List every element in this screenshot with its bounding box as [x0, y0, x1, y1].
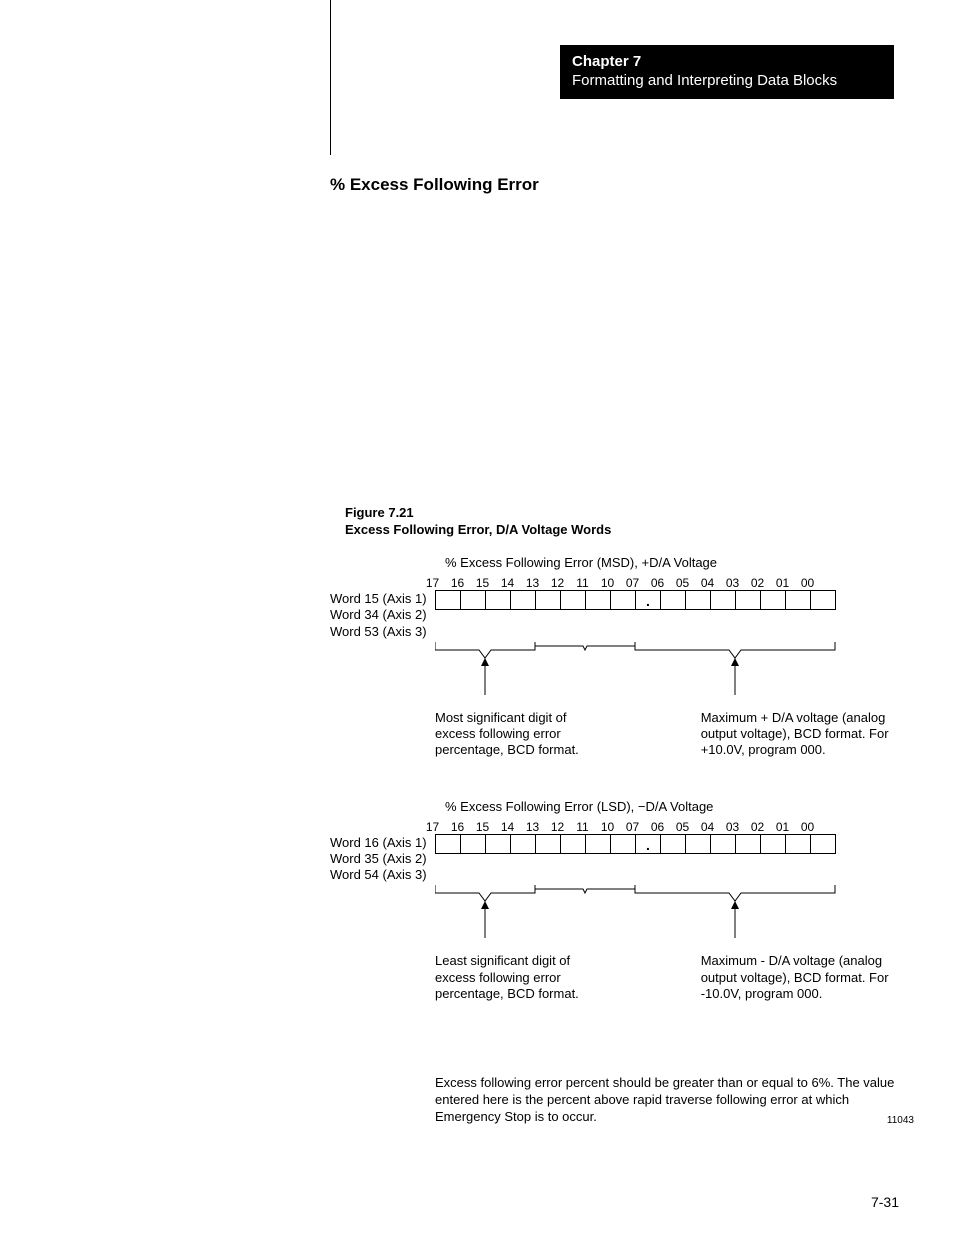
row2-title: % Excess Following Error (LSD), −D/A Vol…: [445, 799, 900, 814]
chapter-subtitle: Formatting and Interpreting Data Blocks: [572, 72, 882, 89]
note-block-2: Least significant digit of excess follow…: [435, 953, 900, 1002]
note1-left: Most significant digit of excess followi…: [435, 710, 606, 759]
word-labels-1: Word 15 (Axis 1) Word 34 (Axis 2) Word 5…: [330, 590, 435, 640]
doc-number: 11043: [887, 1115, 914, 1126]
figure-number: Figure 7.21: [345, 505, 611, 522]
figure-area: % Excess Following Error (MSD), +D/A Vol…: [330, 555, 900, 1002]
bit-labels-2: 17161514131211100706050403020100: [420, 820, 900, 834]
bit-boxes-2: .: [435, 834, 836, 854]
vertical-divider: [330, 0, 331, 155]
note2-left: Least significant digit of excess follow…: [435, 953, 606, 1002]
brace-svg-2: [435, 883, 845, 953]
word-labels-2: Word 16 (Axis 1) Word 35 (Axis 2) Word 5…: [330, 834, 435, 884]
bit-labels-1: 17161514131211100706050403020100: [420, 576, 900, 590]
bit-boxes-1: .: [435, 590, 836, 610]
page-number: 7-31: [871, 1194, 899, 1210]
bit-row-1: Word 15 (Axis 1) Word 34 (Axis 2) Word 5…: [330, 590, 900, 640]
chapter-header: Chapter 7 Formatting and Interpreting Da…: [560, 45, 894, 99]
note2-right: Maximum - D/A voltage (analog output vol…: [701, 953, 900, 1002]
note-block-1: Most significant digit of excess followi…: [435, 710, 900, 759]
bit-row-2: Word 16 (Axis 1) Word 35 (Axis 2) Word 5…: [330, 834, 900, 884]
note1-right: Maximum + D/A voltage (analog output vol…: [701, 710, 900, 759]
figure-label: Figure 7.21 Excess Following Error, D/A …: [345, 505, 611, 539]
row1-title: % Excess Following Error (MSD), +D/A Vol…: [445, 555, 900, 570]
footnote: Excess following error percent should be…: [435, 1075, 895, 1126]
chapter-number: Chapter 7: [572, 53, 882, 70]
figure-title: Excess Following Error, D/A Voltage Word…: [345, 522, 611, 539]
section-title: % Excess Following Error: [330, 175, 539, 195]
brace-svg-1: [435, 640, 845, 710]
